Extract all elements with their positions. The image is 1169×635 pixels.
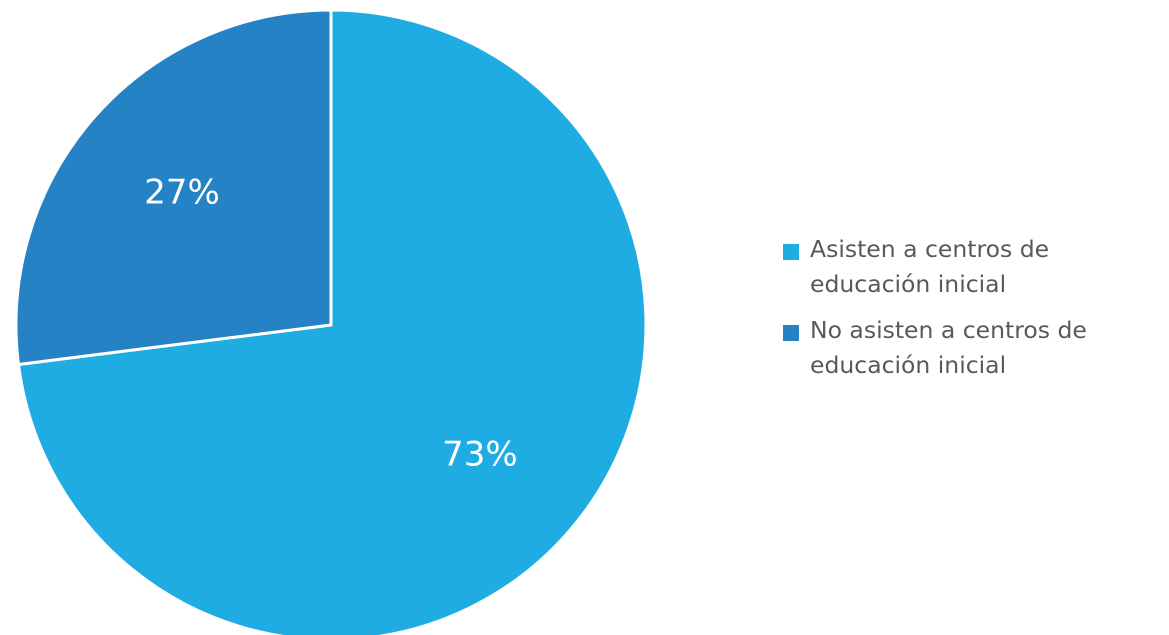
legend-label-asisten-line2: educación inicial xyxy=(810,270,1007,298)
legend-item-no-asisten: No asisten a centros de educación inicia… xyxy=(783,313,1163,383)
legend-swatch-asisten xyxy=(783,244,799,260)
legend-label-no-asisten-line1: No asisten a centros de xyxy=(810,316,1087,344)
chart-legend: Asisten a centros de educación inicial N… xyxy=(783,232,1163,394)
pie-data-labels: 73% 27% xyxy=(144,172,517,474)
pie-slices xyxy=(14,8,648,635)
data-label-no-asisten: 27% xyxy=(144,172,220,212)
legend-item-asisten: Asisten a centros de educación inicial xyxy=(783,232,1163,302)
legend-swatch-no-asisten xyxy=(783,325,799,341)
pie-slice-no-asisten xyxy=(14,8,333,366)
data-label-asisten: 73% xyxy=(442,435,518,475)
legend-label-no-asisten-line2: educación inicial xyxy=(810,351,1007,379)
legend-label-asisten-line1: Asisten a centros de xyxy=(810,235,1050,263)
